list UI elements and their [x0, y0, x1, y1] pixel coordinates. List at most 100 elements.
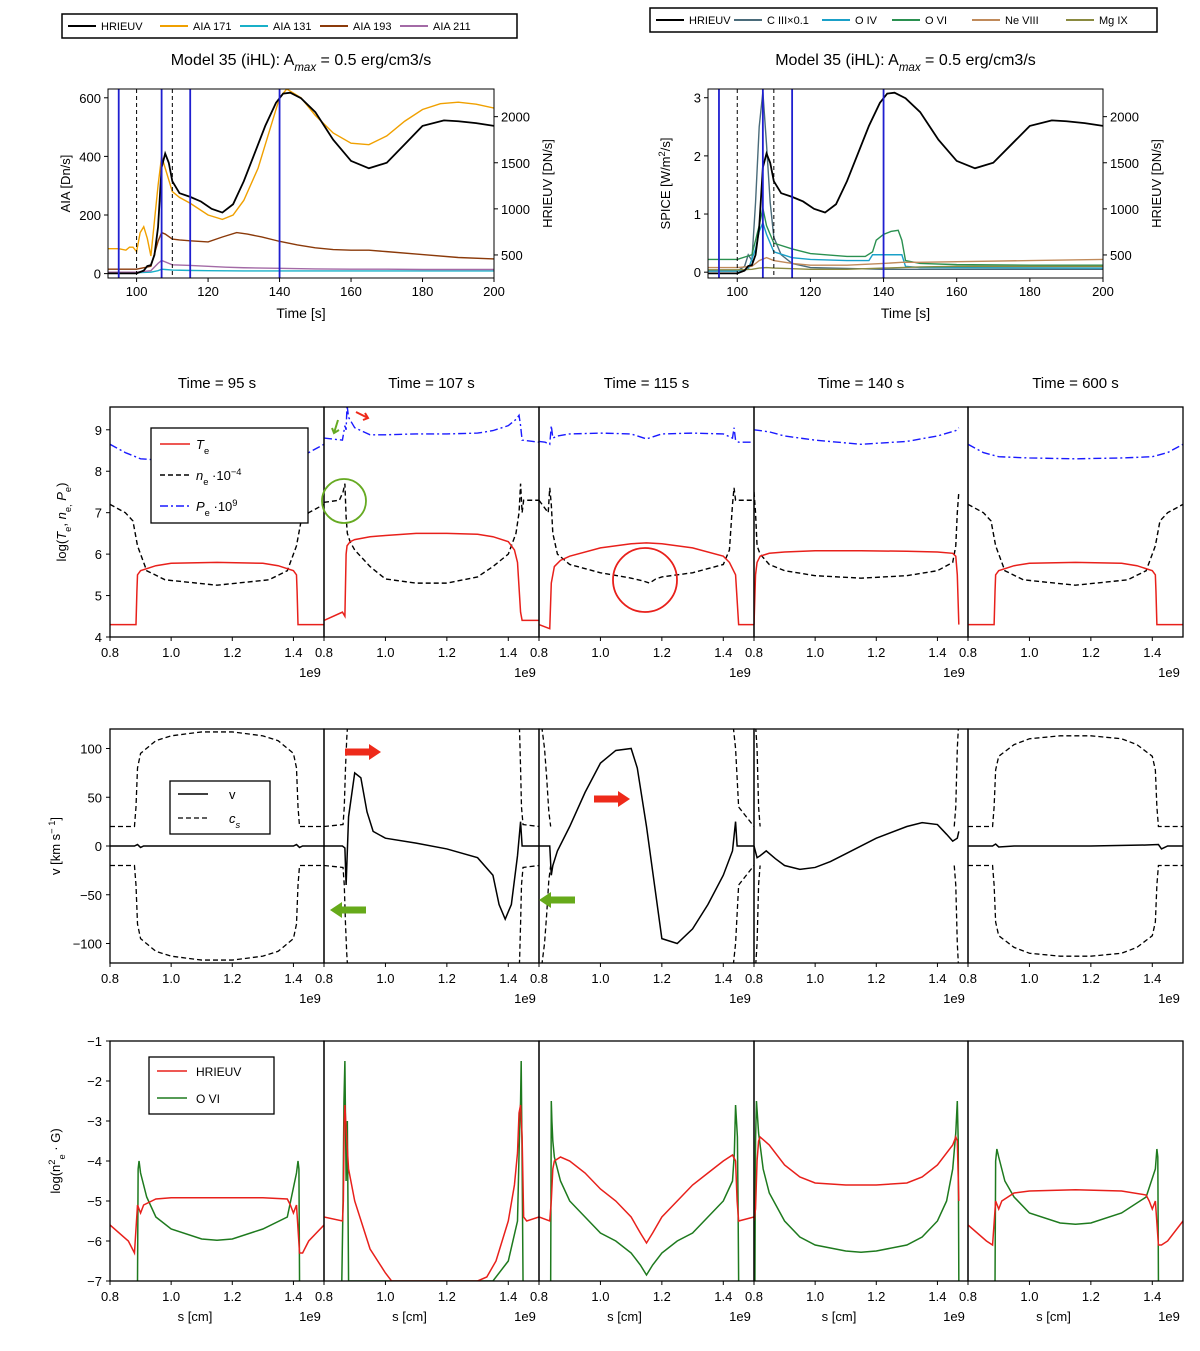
plot-title-part: Model 35 (iHL): A — [171, 52, 295, 69]
legend-label-pe-part: ·10 — [210, 499, 232, 514]
x-tick-label: 200 — [1092, 284, 1114, 299]
x-tick-label: 1.2 — [223, 971, 241, 986]
series-line-o-vi — [708, 208, 1103, 266]
x-multiplier-label: 1e9 — [299, 665, 321, 680]
plot-title-part: = 0.5 erg/cm3/s — [316, 52, 431, 69]
plot-title-part: Model 35 (iHL): A — [775, 52, 899, 69]
panel-plot-area — [324, 1060, 539, 1281]
x-tick-label: 0.8 — [745, 645, 763, 660]
x-tick-label: 1.2 — [653, 971, 671, 986]
y-tick-label: 1 — [694, 207, 701, 222]
y-tick-label: −2 — [87, 1074, 102, 1089]
x-tick-label: 1.2 — [1082, 645, 1100, 660]
hrieuv-contribution-line — [110, 1197, 324, 1256]
x-tick-label: 0.8 — [315, 971, 333, 986]
panel-frame — [753, 1040, 969, 1282]
x-multiplier-label: 1e9 — [943, 1309, 965, 1324]
panel-0: 0.8 1.0 1.2 1.4 1e9 4 5 6 7 8 9 Time = 95 s — [95, 375, 325, 680]
y-tick-label: 5 — [95, 589, 102, 604]
panel-4: 0.8 1.0 1.2 1.4 1e9 s [cm] — [959, 1040, 1184, 1324]
legend-label-cs-part: s — [236, 820, 241, 830]
sound-speed-line — [732, 729, 754, 827]
panel-frame — [538, 406, 755, 638]
y2-tick-label: 1500 — [1110, 156, 1139, 171]
y2-tick-label: 1500 — [501, 156, 530, 171]
y-axis-label-contribution-part: 2 — [47, 1160, 57, 1165]
legend-label-cs-part: c — [229, 811, 236, 826]
series-line-hrieuv — [108, 91, 494, 275]
x-axis-label: s [cm] — [178, 1309, 213, 1324]
x-tick-label: 1.4 — [928, 971, 946, 986]
x-tick-label: 1.4 — [928, 645, 946, 660]
legend-label: C III×0.1 — [767, 15, 809, 27]
x-tick-label: 1.0 — [162, 971, 180, 986]
y-axis-label: SPICE [W/m2/s] — [657, 138, 673, 230]
sound-speed-line — [968, 735, 1183, 828]
x-tick-label: 1.4 — [284, 1289, 302, 1304]
y-tick-label: −6 — [87, 1234, 102, 1249]
panel-plot-area — [324, 407, 539, 622]
lightcurve_spice-group: 100 120 140 160 180 2000123500100015002000Tim… — [649, 7, 1164, 321]
x-multiplier-label: 1e9 — [1158, 665, 1180, 680]
y-tick-label: 9 — [95, 423, 102, 438]
x-tick-label: 180 — [1019, 284, 1041, 299]
sound-speed-line-negative — [732, 865, 754, 963]
density-line — [754, 491, 960, 579]
y-axis-label-log: log(Te, ne, Pe) — [54, 483, 73, 562]
panel-frame — [323, 406, 540, 638]
legend-label: AIA 131 — [273, 21, 312, 33]
panel-plot-area — [754, 1100, 960, 1281]
x-tick-label: 1.2 — [438, 1289, 456, 1304]
panel-frame — [967, 728, 1184, 964]
x-multiplier-label: 1e9 — [514, 991, 536, 1006]
y-axis-label-log-part: T — [54, 531, 69, 540]
x-tick-label: 1.0 — [376, 1289, 394, 1304]
y2-tick-label: 2000 — [1110, 110, 1139, 125]
sound-speed-line-negative — [110, 864, 324, 961]
panel-2: 0.8 1.0 1.2 1.4 1e9 — [530, 728, 755, 1006]
figure-layer: 100 120 140 160 180 2000200400600500100015002… — [47, 7, 1184, 1324]
x-multiplier-label: 1e9 — [729, 1309, 751, 1324]
y-tick-label: 3 — [694, 91, 701, 106]
x-tick-label: 100 — [126, 284, 148, 299]
panel-3: 0.8 1.0 1.2 1.4 1e9 s [cm] — [745, 1040, 969, 1324]
x-tick-label: 0.8 — [101, 1289, 119, 1304]
x-tick-label: 1.4 — [714, 1289, 732, 1304]
y-tick-label: 4 — [95, 630, 102, 645]
legend-label-te-part: T — [196, 437, 205, 452]
legend-label: AIA 193 — [353, 21, 392, 33]
x-multiplier-label: 1e9 — [943, 991, 965, 1006]
panel-1: 0.8 1.0 1.2 1.4 1e9 — [315, 728, 540, 1006]
series-line-o-iv — [708, 220, 1103, 272]
sound-speed-line — [953, 729, 959, 827]
x-tick-label: 160 — [340, 284, 362, 299]
sound-speed-line-negative — [541, 865, 552, 963]
x-tick-label: 1.4 — [714, 971, 732, 986]
x-tick-label: 0.8 — [315, 1289, 333, 1304]
sound-speed-line-negative — [953, 865, 959, 963]
y-tick-label: 7 — [95, 506, 102, 521]
plot-frame — [107, 88, 495, 279]
x-axis-label: s [cm] — [822, 1309, 857, 1324]
x-tick-label: 120 — [800, 284, 822, 299]
x-tick-label: 1.2 — [223, 645, 241, 660]
y-axis-label-log-part: ) — [54, 483, 69, 487]
x-tick-label: 1.2 — [1082, 1289, 1100, 1304]
legend-label-cs: cs — [229, 811, 241, 830]
x-tick-label: 1.2 — [653, 1289, 671, 1304]
x-tick-label: 1.4 — [499, 1289, 517, 1304]
x-tick-label: 1.2 — [1082, 971, 1100, 986]
y-axis-label-contribution-part: e — [57, 1154, 67, 1159]
y-tick-label: 2 — [694, 149, 701, 164]
x-tick-label: 1.0 — [162, 645, 180, 660]
y-tick-label: −7 — [87, 1274, 102, 1289]
y-tick-label: −3 — [87, 1114, 102, 1129]
panel-4: 0.8 1.0 1.2 1.4 1e9 Time = 600 s — [959, 375, 1184, 680]
arrow-right-red-107 — [345, 744, 381, 760]
panel-plot-area — [110, 731, 324, 961]
x-tick-label: 1.2 — [653, 645, 671, 660]
y-tick-label: −50 — [80, 888, 102, 903]
highlight-circle-green — [321, 478, 367, 524]
arrow-left-green-115 — [539, 892, 575, 908]
x-tick-label: 1.0 — [1020, 1289, 1038, 1304]
